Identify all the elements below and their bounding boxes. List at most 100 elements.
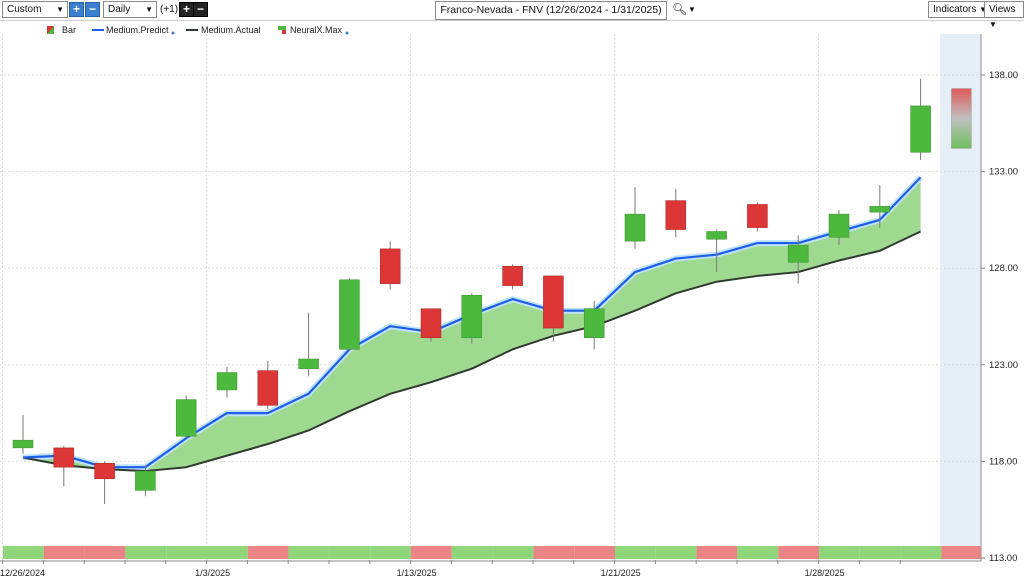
strip-bar [411, 546, 452, 559]
candle [461, 293, 483, 344]
symbol-title-field[interactable]: Franco-Nevada - FNV (12/26/2024 - 1/31/2… [435, 1, 667, 20]
toolbar: Custom ▼ + − Daily ▼ (+1) + − Franco-Nev… [0, 0, 1024, 29]
candle [12, 415, 34, 454]
predict-legend-dot [171, 31, 175, 35]
indicators-button[interactable]: Indicators ▼ [928, 1, 993, 18]
legend: Bar Medium.Predict Medium.Actual NeuralX… [47, 25, 349, 35]
candle-body [624, 213, 646, 242]
search-chevron-down-icon[interactable]: ▼ [688, 5, 696, 14]
x-axis: 12/26/2024 1/3/2025 1/13/2025 1/21/2025 1/28… [0, 560, 981, 578]
candle [135, 465, 156, 497]
offset-minus-button[interactable]: − [193, 2, 208, 17]
candle [420, 308, 442, 342]
candle-body [747, 204, 768, 228]
candle [910, 78, 931, 161]
strip-bar [655, 546, 697, 559]
chevron-down-icon: ▼ [56, 5, 64, 14]
strip-bar [778, 546, 819, 559]
candle-body [12, 439, 34, 449]
y-axis: 113.00 118.00 123.00 128.00 133.00 138.00 [981, 70, 1018, 564]
strip-bar [247, 546, 289, 559]
strip-bar [288, 546, 330, 559]
strip-bar [451, 546, 493, 559]
candle-body [216, 372, 238, 391]
strip-bar [329, 546, 371, 559]
strip-bar [43, 546, 85, 559]
candle-body [94, 463, 115, 480]
bar-strip [3, 546, 981, 559]
candle-body [175, 399, 197, 437]
strip-bar [3, 546, 44, 559]
candle-body [502, 266, 523, 286]
candle-body [910, 105, 931, 153]
candle-body [53, 447, 75, 468]
strip-bar [859, 546, 901, 559]
strip-bar [125, 546, 167, 559]
zoom-in-button[interactable]: + [69, 2, 84, 17]
candle-body [869, 206, 891, 213]
strip-bar [696, 546, 738, 559]
candle [787, 235, 809, 284]
y-tick-label: 138.00 [989, 70, 1018, 81]
neural-legend-icon [278, 26, 286, 30]
x-tick-label: 12/26/2024 [0, 568, 45, 578]
candle [175, 395, 197, 439]
bar-legend-icon-red [47, 26, 54, 34]
candle [298, 312, 319, 377]
candle-body [665, 200, 687, 230]
strip-bar [737, 546, 779, 559]
period-select[interactable]: Custom ▼ [2, 1, 68, 18]
x-tick-label: 1/13/2025 [397, 568, 437, 578]
strip-bar [207, 546, 248, 559]
x-tick-label: 1/3/2025 [195, 568, 230, 578]
actual-line [22, 230, 922, 473]
candles [12, 78, 931, 504]
candle [828, 210, 850, 246]
interval-select[interactable]: Daily ▼ [103, 1, 157, 18]
search-icon[interactable]: 🔍︎ [672, 2, 688, 16]
candle [869, 185, 891, 228]
x-tick-label: 1/28/2025 [805, 568, 845, 578]
candle [706, 229, 727, 273]
candle [339, 277, 360, 352]
strip-bar [615, 546, 656, 559]
candle-body [828, 213, 850, 238]
candle-body [379, 248, 401, 284]
legend-bar-label: Bar [62, 25, 76, 35]
candle [583, 301, 605, 350]
chevron-down-icon: ▼ [989, 20, 997, 29]
chevron-down-icon: ▼ [145, 5, 153, 14]
y-tick-label: 118.00 [989, 456, 1017, 467]
legend-predict-label: Medium.Predict [106, 25, 169, 35]
candle-body [339, 279, 360, 350]
strip-bar [492, 546, 534, 559]
candle-body [583, 308, 605, 339]
strip-bar [533, 546, 575, 559]
indicators-label: Indicators [933, 4, 977, 15]
x-tick-label: 1/21/2025 [601, 568, 641, 578]
candle [665, 188, 687, 238]
zoom-out-button[interactable]: − [85, 2, 100, 17]
candle [94, 461, 115, 504]
strip-bar [166, 546, 207, 559]
strip-bar [574, 546, 615, 559]
candle-body [543, 275, 564, 329]
forecast-candle [951, 88, 972, 149]
neural-legend-icon-red [282, 30, 286, 34]
legend-actual-label: Medium.Actual [201, 25, 261, 35]
candle [379, 241, 401, 290]
period-select-value: Custom [7, 4, 42, 15]
candle-body [298, 358, 319, 369]
y-tick-label: 113.00 [989, 553, 1017, 564]
views-label: Views [989, 4, 1016, 15]
candle-body [787, 244, 809, 263]
offset-plus-button[interactable]: + [179, 2, 194, 17]
views-button[interactable]: Views ▼ [984, 1, 1024, 29]
candle-body [461, 294, 483, 339]
strip-bar [900, 546, 942, 559]
offset-label: (+1) [160, 4, 179, 15]
candle [543, 275, 564, 342]
candle [257, 360, 279, 410]
legend-neural-label: NeuralX.Max [290, 25, 343, 35]
